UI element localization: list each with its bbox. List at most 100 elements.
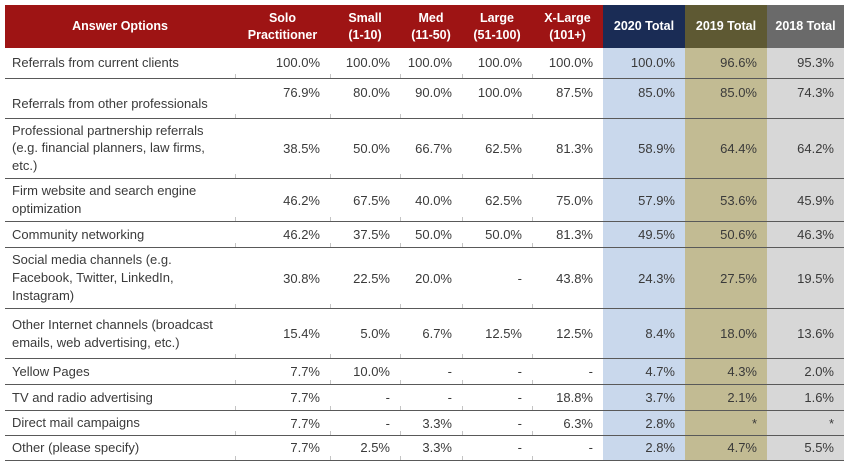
referral-sources-table: Answer Options Solo Practitioner Small (… bbox=[5, 5, 844, 461]
cell-value: 85.0% bbox=[685, 78, 767, 119]
cell-value: 100.0% bbox=[532, 48, 603, 79]
cell-value: 64.4% bbox=[685, 118, 767, 180]
cell-value: 46.2% bbox=[235, 221, 330, 249]
cell-value: 4.7% bbox=[603, 358, 685, 385]
col-header-small: Small (1-10) bbox=[330, 5, 400, 48]
cell-value: 100.0% bbox=[462, 48, 532, 79]
cell-value: 40.0% bbox=[400, 178, 462, 223]
row-label: Referrals from current clients bbox=[5, 48, 235, 79]
row-label: TV and radio advertising bbox=[5, 384, 235, 411]
cell-value: - bbox=[462, 247, 532, 309]
cell-value: 7.7% bbox=[235, 358, 330, 385]
table-row: Professional partnership referrals (e.g.… bbox=[5, 118, 844, 180]
cell-value: 6.3% bbox=[532, 410, 603, 436]
cell-value: 100.0% bbox=[400, 48, 462, 79]
row-label: Yellow Pages bbox=[5, 358, 235, 385]
cell-value: 22.5% bbox=[330, 247, 400, 309]
cell-value: 75.0% bbox=[532, 178, 603, 223]
cell-value: 2.8% bbox=[603, 410, 685, 436]
cell-value: 53.6% bbox=[685, 178, 767, 223]
cell-value: 6.7% bbox=[400, 308, 462, 359]
cell-value: 49.5% bbox=[603, 221, 685, 249]
row-label: Community networking bbox=[5, 221, 235, 249]
cell-value: 76.9% bbox=[235, 78, 330, 119]
cell-value: 37.5% bbox=[330, 221, 400, 249]
cell-value: 24.3% bbox=[603, 247, 685, 309]
survey-results-table-sheet: Answer Options Solo Practitioner Small (… bbox=[0, 5, 849, 461]
cell-value: * bbox=[685, 410, 767, 436]
row-label: Social media channels (e.g. Facebook, Tw… bbox=[5, 247, 235, 309]
table-row: Referrals from current clients 100.0% 100.… bbox=[5, 48, 844, 79]
cell-value: 50.0% bbox=[400, 221, 462, 249]
table-row: Social media channels (e.g. Facebook, Tw… bbox=[5, 247, 844, 309]
cell-value: 7.7% bbox=[235, 410, 330, 436]
cell-value: 100.0% bbox=[330, 48, 400, 79]
cell-value: - bbox=[462, 435, 532, 461]
cell-value: - bbox=[532, 435, 603, 461]
table-row: Direct mail campaigns 7.7% -3.3% -6.3% 2.8% *… bbox=[5, 410, 844, 436]
cell-value: 67.5% bbox=[330, 178, 400, 223]
col-header-x-large: X-Large (101+) bbox=[532, 5, 603, 48]
cell-value: 8.4% bbox=[603, 308, 685, 359]
cell-value: 81.3% bbox=[532, 118, 603, 180]
cell-value: 19.5% bbox=[767, 247, 844, 309]
cell-value: 4.7% bbox=[685, 435, 767, 461]
col-header-med: Med (11-50) bbox=[400, 5, 462, 48]
row-label: Other (please specify) bbox=[5, 435, 235, 461]
table-row: Firm website and search engine optimizat… bbox=[5, 178, 844, 223]
cell-value: 27.5% bbox=[685, 247, 767, 309]
cell-value: 30.8% bbox=[235, 247, 330, 309]
cell-value: 74.3% bbox=[767, 78, 844, 119]
cell-value: 2.5% bbox=[330, 435, 400, 461]
cell-value: 43.8% bbox=[532, 247, 603, 309]
cell-value: 58.9% bbox=[603, 118, 685, 180]
cell-value: 5.0% bbox=[330, 308, 400, 359]
table-row: Other (please specify) 7.7% 2.5% 3.3% - -2.8%… bbox=[5, 435, 844, 461]
col-header-2020-total: 2020 Total bbox=[603, 5, 685, 48]
cell-value: - bbox=[462, 358, 532, 385]
cell-value: 4.3% bbox=[685, 358, 767, 385]
cell-value: 100.0% bbox=[235, 48, 330, 79]
table-row: Yellow Pages 7.7% 10.0% - - -4.7% 4.3% 2.0% bbox=[5, 358, 844, 385]
cell-value: 95.3% bbox=[767, 48, 844, 79]
row-label: Professional partnership referrals (e.g.… bbox=[5, 118, 235, 180]
cell-value: 2.0% bbox=[767, 358, 844, 385]
cell-value: 2.1% bbox=[685, 384, 767, 411]
cell-value: 3.3% bbox=[400, 410, 462, 436]
row-label: Other Internet channels (broadcast email… bbox=[5, 308, 235, 359]
cell-value: 2.8% bbox=[603, 435, 685, 461]
cell-value: 46.3% bbox=[767, 221, 844, 249]
cell-value: 10.0% bbox=[330, 358, 400, 385]
cell-value: 18.8% bbox=[532, 384, 603, 411]
cell-value: 57.9% bbox=[603, 178, 685, 223]
table-row: Referrals from other professionals 76.9% 8… bbox=[5, 78, 844, 119]
cell-value: 20.0% bbox=[400, 247, 462, 309]
row-label: Direct mail campaigns bbox=[5, 410, 235, 436]
cell-value: - bbox=[462, 384, 532, 411]
cell-value: 3.3% bbox=[400, 435, 462, 461]
cell-value: - bbox=[532, 358, 603, 385]
cell-value: - bbox=[400, 358, 462, 385]
cell-value: 50.6% bbox=[685, 221, 767, 249]
cell-value: 50.0% bbox=[330, 118, 400, 180]
cell-value: 66.7% bbox=[400, 118, 462, 180]
cell-value: 90.0% bbox=[400, 78, 462, 119]
cell-value: 62.5% bbox=[462, 178, 532, 223]
cell-value: 7.7% bbox=[235, 384, 330, 411]
table-row: Other Internet channels (broadcast email… bbox=[5, 308, 844, 359]
cell-value: 1.6% bbox=[767, 384, 844, 411]
col-header-2019-total: 2019 Total bbox=[685, 5, 767, 48]
cell-value: 5.5% bbox=[767, 435, 844, 461]
col-header-solo-practitioner: Solo Practitioner bbox=[235, 5, 330, 48]
cell-value: 100.0% bbox=[603, 48, 685, 79]
cell-value: 38.5% bbox=[235, 118, 330, 180]
cell-value: 62.5% bbox=[462, 118, 532, 180]
cell-value: 80.0% bbox=[330, 78, 400, 119]
table-body: Referrals from current clients 100.0% 100.… bbox=[5, 48, 844, 461]
table-row: TV and radio advertising 7.7% - - -18.8% 3.7%… bbox=[5, 384, 844, 411]
table-header: Answer Options Solo Practitioner Small (… bbox=[5, 5, 844, 48]
cell-value: 18.0% bbox=[685, 308, 767, 359]
cell-value: 96.6% bbox=[685, 48, 767, 79]
col-header-large: Large (51-100) bbox=[462, 5, 532, 48]
cell-value: 45.9% bbox=[767, 178, 844, 223]
